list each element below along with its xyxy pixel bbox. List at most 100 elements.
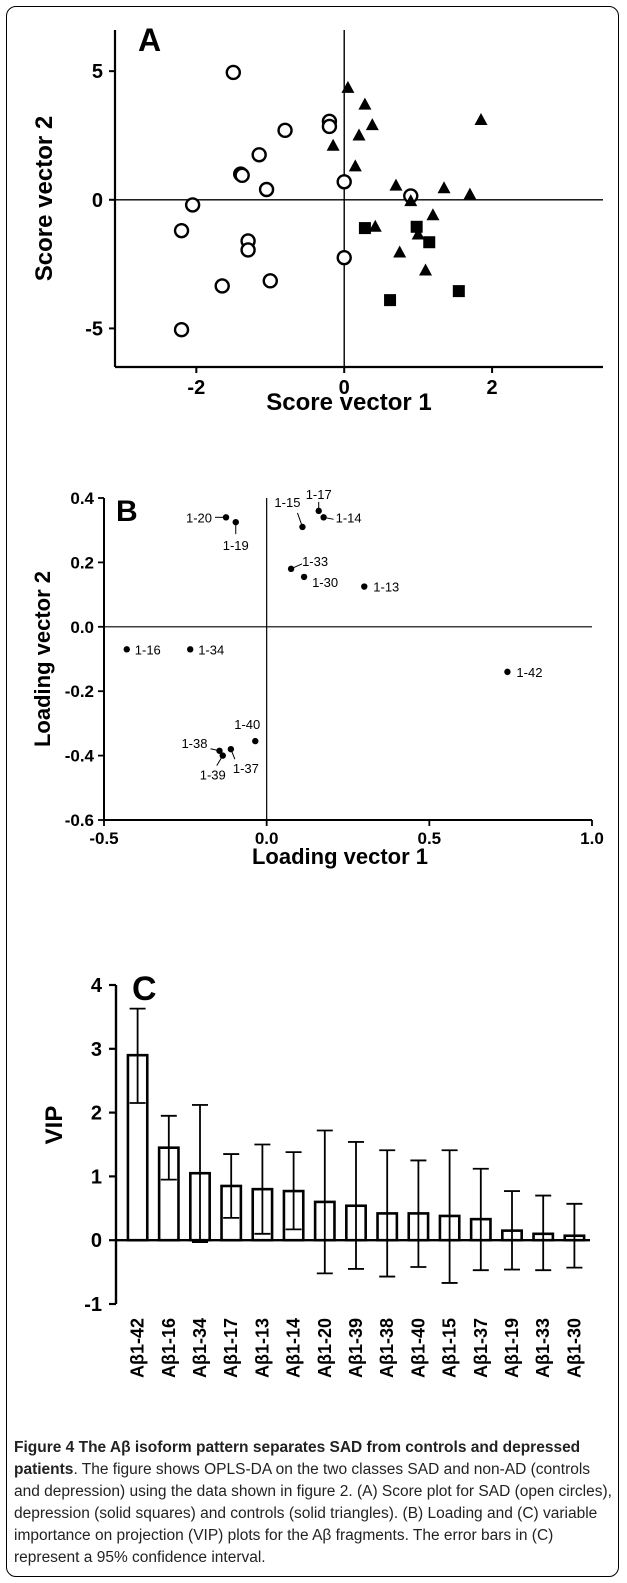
a-point-solid-square (452, 285, 465, 298)
b-point-label: 1-16 (135, 642, 161, 657)
b-loading-point (252, 737, 259, 745)
a-point-open-circle (336, 174, 352, 190)
c-category-label: Aβ1-37 (471, 1318, 491, 1378)
a-y-tick-label: 5 (92, 61, 103, 83)
b-x-tick-label: 0.5 (418, 829, 442, 848)
c-category-label: Aβ1-30 (564, 1318, 584, 1378)
c-category-label: Aβ1-19 (502, 1318, 522, 1378)
a-point-open-circle (234, 167, 250, 184)
a-point-open-circle (336, 249, 352, 266)
b-label-leader (210, 748, 220, 752)
a-point-solid-triangle (368, 219, 382, 232)
a-point-open-circle (251, 147, 267, 163)
b-x-tick-label: 1.0 (580, 829, 604, 848)
c-y-tick-label: 0 (91, 1230, 102, 1252)
b-loading-point (287, 565, 295, 573)
c-category-label: Aβ1-33 (533, 1318, 553, 1378)
c-y-tick-label: 1 (91, 1166, 102, 1188)
a-point-solid-triangle (326, 138, 340, 151)
b-point-label: 1-40 (234, 717, 260, 732)
b-y-tick-label: -0.4 (65, 747, 95, 766)
b-point-label: 1-33 (302, 554, 328, 569)
a-point-open-circle (258, 181, 275, 198)
a-point-solid-square (410, 220, 423, 233)
b-y-tick-label: 0.2 (70, 553, 94, 572)
b-point-label: 1-19 (223, 538, 249, 553)
a-point-open-circle (321, 118, 338, 135)
a-point-solid-triangle (358, 97, 372, 110)
b-point-label: 1-14 (336, 510, 362, 525)
b-x-tick-label: 0.0 (255, 829, 279, 848)
a-point-solid-triangle (341, 80, 355, 93)
b-loading-point (187, 646, 194, 653)
a-point-solid-triangle (404, 194, 418, 207)
a-point-open-circle (262, 273, 278, 289)
b-point-label: 1-13 (373, 580, 399, 595)
c-y-tick-label: -1 (84, 1294, 102, 1316)
a-point-solid-triangle (411, 227, 425, 240)
c-category-label: Aβ1-42 (128, 1318, 148, 1378)
a-x-tick-label: 0 (339, 377, 350, 399)
panel-b-loading-plot: 0.4 0.2 0.0 -0.2 -0.4 -0.6-0.5 0.0 0.5 1.0 Loadin… (30, 487, 604, 869)
a-point-solid-triangle (474, 113, 488, 126)
b-label-leader (296, 512, 303, 528)
a-point-open-circle (173, 222, 190, 239)
c-category-label: Aβ1-39 (346, 1318, 366, 1378)
a-point-solid-triangle (426, 208, 440, 221)
a-point-open-circle (225, 64, 242, 81)
b-label-leader (216, 755, 224, 766)
a-x-tick-label: 2 (487, 377, 498, 399)
caption-text: . The figure shows OPLS-DA on the two cl… (14, 1461, 612, 1566)
b-y-tick-label: 0.0 (70, 618, 94, 637)
a-y-axis-label: Score vector 2 (31, 116, 58, 281)
b-y-tick-label: -0.2 (65, 682, 94, 701)
a-point-solid-triangle (419, 263, 433, 276)
a-point-solid-triangle (365, 118, 379, 131)
a-point-solid-triangle (348, 159, 362, 172)
c-y-axis-label: VIP (41, 1106, 68, 1145)
a-point-open-circle (240, 242, 256, 258)
b-loading-point (320, 514, 327, 521)
figure-svg: A B C -5 0 5 -2 0 2 Score vector 1 Score vector… (30, 22, 604, 1378)
a-point-solid-square (384, 294, 397, 307)
panel-b-letter: B (116, 495, 138, 528)
c-y-tick-label: 4 (91, 975, 103, 997)
c-category-label: Aβ1-15 (440, 1318, 460, 1378)
c-category-label: Aβ1-20 (315, 1318, 335, 1378)
b-point-label: 1-42 (516, 665, 542, 680)
a-point-solid-triangle (463, 187, 477, 200)
b-loading-point (123, 646, 130, 653)
caption-title: Figure 4 The Aβ isoform pattern separate… (14, 1439, 581, 1478)
c-category-label: Aβ1-34 (190, 1318, 210, 1378)
b-x-tick-label: -0.5 (89, 829, 118, 848)
a-point-solid-square (358, 222, 371, 235)
b-point-label: 1-39 (200, 768, 226, 783)
c-category-label: Aβ1-16 (159, 1318, 179, 1378)
c-category-label: Aβ1-13 (252, 1318, 272, 1378)
figure-caption: Figure 4 The Aβ isoform pattern separate… (14, 1437, 614, 1569)
b-point-label: 1-30 (312, 575, 338, 590)
a-point-solid-square (423, 236, 436, 249)
b-x-axis-label: Loading vector 1 (252, 844, 428, 869)
b-loading-point (361, 583, 368, 590)
b-point-label: 1-38 (181, 736, 207, 751)
a-point-open-circle (277, 122, 293, 139)
a-x-tick-label: -2 (187, 377, 205, 399)
b-point-label: 1-37 (233, 761, 259, 776)
b-label-leader (323, 516, 334, 520)
a-point-solid-triangle (389, 178, 403, 191)
b-label-leader (230, 748, 236, 760)
c-category-label: Aβ1-40 (408, 1318, 428, 1378)
b-y-tick-label: -0.6 (65, 811, 94, 830)
panel-c-letter: C (132, 970, 157, 1008)
a-y-tick-label: 0 (92, 190, 103, 212)
c-y-tick-label: 2 (91, 1103, 102, 1125)
b-loading-point (504, 668, 511, 676)
b-point-label: 1-34 (198, 642, 224, 657)
c-category-label: Aβ1-38 (377, 1318, 397, 1378)
b-point-label: 1-15 (274, 495, 300, 510)
b-loading-point (300, 573, 308, 581)
a-point-open-circle (214, 278, 230, 294)
panel-a-letter: A (138, 22, 161, 58)
a-point-solid-triangle (437, 181, 451, 194)
